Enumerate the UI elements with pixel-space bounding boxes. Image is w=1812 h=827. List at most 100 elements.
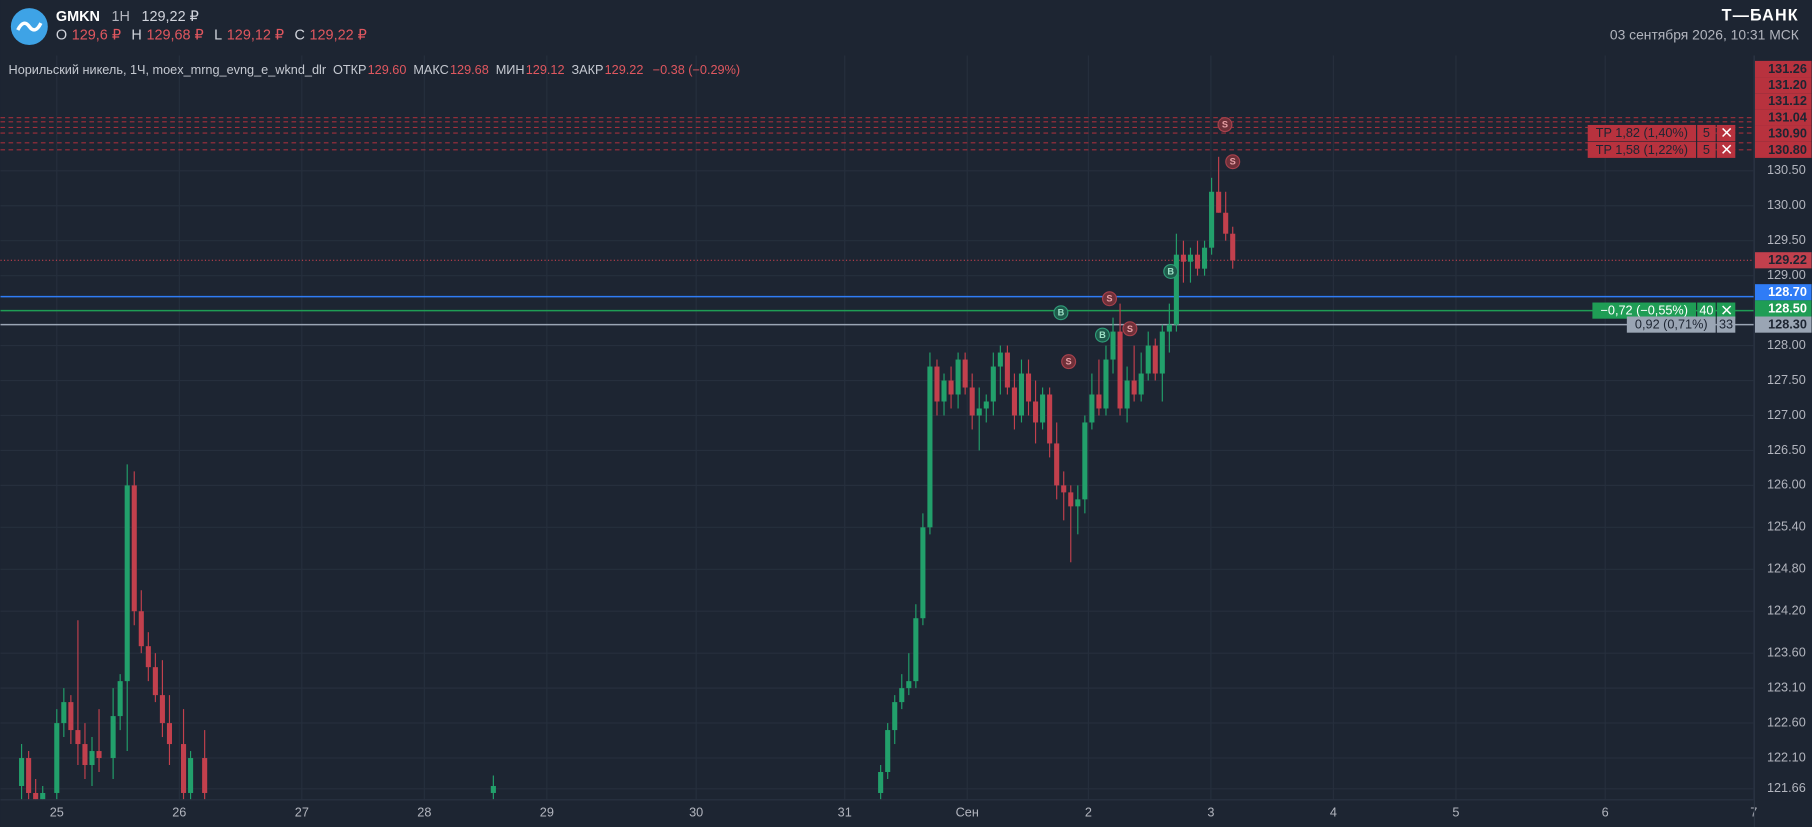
trade-side: B [1058,308,1065,318]
x-tick-label: Сен [956,805,979,819]
y-tick-label: 130.00 [1767,198,1806,212]
candle-body [19,758,25,786]
order-text: TP 1,58 (1,22%) [1596,143,1688,157]
order-box[interactable]: 40 −0,72 (−0,55%) [1592,302,1736,319]
y-tick-label: 123.60 [1767,646,1806,660]
trade-side: B [1167,266,1174,276]
candle-body [1152,345,1158,374]
ohlc-value: 129,12 ₽ [227,28,284,44]
candle-body [976,408,982,416]
y-tick-label: 122.60 [1767,715,1806,729]
candle-body [188,758,194,793]
trade-marker[interactable] [1101,291,1118,307]
trade-marker[interactable] [1225,154,1241,170]
logo[interactable] [10,8,48,46]
y-tick-label: 127.00 [1767,408,1806,422]
candle-body [1187,254,1194,262]
candle-body [180,744,187,793]
y-tick-label: 125.40 [1767,520,1806,534]
price-lines [0,117,1754,326]
y-tick-label: 123.10 [1767,680,1806,694]
candle-body [885,730,891,773]
overlay: 25262728293031Сен234567131.26131.20131.1… [50,60,1812,819]
y-tick-label: 124.80 [1767,562,1806,576]
trade-marker[interactable] [1053,305,1069,321]
candle-body [490,785,496,793]
candle-body [1209,191,1215,248]
brand: Т—БАНК [1722,6,1799,24]
candle-body [906,681,912,689]
close-icon [1722,305,1732,315]
ohlc-value: 129,6 ₽ [72,28,121,44]
candle-body [892,702,898,731]
trade-marker[interactable] [1094,327,1110,343]
candle-body [110,716,116,759]
ticker: GMKN [56,9,100,25]
candle-body [1138,373,1144,395]
order-text-bg [1587,141,1697,158]
x-tick-label: 3 [1207,805,1214,819]
trade-side: S [1222,120,1228,130]
trade-side: S [1127,324,1133,334]
order-text-bg [1587,124,1697,142]
y-tick-label: 130.50 [1767,163,1806,177]
legend-value: 129.12 [526,63,565,77]
candle-body [1103,359,1109,409]
trade-marker[interactable] [1122,321,1138,337]
legend-value: 129.60 [368,63,407,77]
datetime: 03 сентября 2026, 10:31 МСК [1610,26,1799,42]
price-label-bg [1754,141,1812,158]
legend-value: 129.68 [450,63,489,77]
order-box[interactable]: 33 0,92 (0,71%) [1626,316,1736,333]
candle-body [1068,492,1074,507]
candle-body [82,744,88,766]
candle-body [1004,352,1010,388]
candle-body [969,387,975,416]
order-box[interactable]: 5 TP 1,58 (1,22%) [1587,141,1736,158]
ohlc-value: 129,68 ₽ [146,28,203,44]
y-tick-label: 122.10 [1767,750,1806,764]
candle-body [26,758,32,793]
candle-body [1166,324,1172,332]
candle-body [61,702,67,724]
trade-marker[interactable] [1061,354,1077,370]
price-label: 128.30 [1768,318,1807,332]
trade-marker[interactable] [1163,263,1179,279]
price-label: 128.50 [1768,301,1807,315]
candle-body [1082,422,1088,500]
trade-marker[interactable] [1217,117,1233,133]
price-label: 131.26 [1768,62,1807,76]
order-qty: 5 [1703,143,1710,157]
order-text: TP 1,82 (1,40%) [1596,126,1688,140]
logo-icon [16,21,43,32]
candle-body [75,730,81,745]
order-qty-bg [1697,141,1716,158]
candle-body [1216,191,1222,213]
x-tick-label: 5 [1452,805,1459,819]
x-tick-label: 25 [50,805,64,819]
price-label-bg [1754,77,1812,94]
candle-body [33,792,39,800]
order-box[interactable]: 5 TP 1,82 (1,40%) [1587,124,1736,142]
candle-body [202,758,208,793]
trade-side: S [1230,157,1236,167]
price-label: 130.80 [1768,143,1807,157]
candle-body [96,751,102,759]
instrument: Норильский никель, 1Ч, moex_mrng_evng_e_… [9,63,327,77]
ohlc-label: H [131,28,141,44]
candle-body [1075,499,1081,507]
price-label-bg [1754,125,1812,142]
candle-body [983,401,989,409]
candle-body [1180,254,1186,262]
interval: 1H [112,9,130,25]
y-tick-label: 126.50 [1767,443,1806,457]
candle-body [1230,233,1236,261]
trade-side: S [1106,294,1112,304]
order-text-bg [1592,302,1697,319]
trade-side: B [1099,330,1106,340]
candle-body [1018,373,1025,416]
ohlc-label: L [214,28,222,44]
candle-body [1040,394,1046,423]
order-qty-bg [1716,316,1736,333]
price-label-bg [1754,252,1812,269]
